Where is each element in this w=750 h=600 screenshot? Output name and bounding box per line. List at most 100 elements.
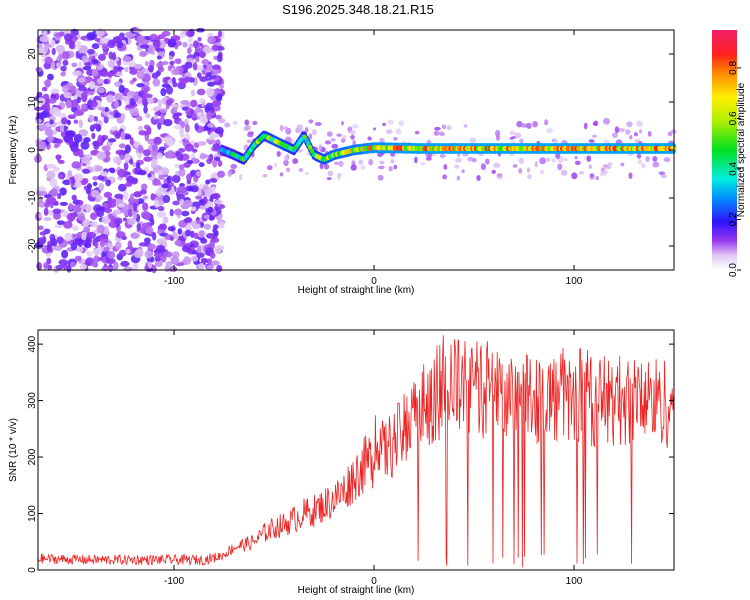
noise-cell (178, 148, 186, 153)
noise-cell (189, 109, 194, 115)
noise-cell (178, 164, 185, 170)
noise-cell (212, 80, 222, 86)
noise-cell (177, 228, 183, 235)
noise-cell (79, 263, 87, 270)
halo-cell (318, 144, 323, 151)
colorbar: 0.0 0.2 0.4 0.6 0.8 Normalized spectral ampl… (712, 30, 747, 277)
noise-cell (169, 208, 174, 217)
noise-cell (107, 138, 117, 143)
noise-cell (67, 169, 73, 177)
halo-cell (262, 174, 268, 178)
halo-cell (387, 119, 394, 125)
noise-cell (77, 212, 85, 221)
noise-cell (137, 144, 144, 154)
noise-cell (136, 83, 145, 88)
noise-cell (180, 121, 186, 129)
noise-cell (106, 114, 115, 120)
noise-cell (46, 73, 54, 81)
noise-cell (43, 207, 49, 216)
halo-cell (574, 160, 581, 166)
noise-cell (210, 260, 220, 266)
noise-cell (94, 37, 101, 42)
noise-cell (195, 171, 201, 177)
halo-cell (518, 157, 525, 164)
halo-cell (588, 139, 595, 143)
noise-cell (196, 72, 202, 79)
noise-cell (70, 85, 77, 94)
noise-cell (212, 159, 218, 168)
noise-cell (109, 168, 116, 174)
noise-cell (113, 65, 118, 75)
noise-cell (209, 251, 216, 259)
noise-cell (195, 65, 204, 72)
noise-cell (35, 140, 44, 149)
halo-cell (390, 159, 395, 164)
halo-cell (414, 156, 418, 164)
noise-cell (99, 240, 106, 248)
noise-cell (153, 136, 162, 145)
halo-cell (304, 171, 309, 176)
halo-cell (360, 165, 366, 170)
noise-cell (123, 266, 133, 272)
noise-cell (151, 72, 159, 79)
noise-cell (122, 191, 129, 201)
noise-cell (36, 112, 47, 118)
noise-cell (147, 173, 152, 178)
y-tick-label: 0 (27, 567, 38, 573)
noise-cell (174, 163, 181, 168)
noise-cell (155, 244, 166, 252)
noise-cell (36, 262, 43, 271)
noise-cell (88, 80, 96, 90)
noise-cell (71, 176, 76, 186)
halo-cell (279, 124, 284, 132)
noise-cell (115, 71, 123, 77)
x-tick-label: -100 (164, 276, 184, 287)
noise-cell (165, 85, 174, 95)
noise-cell (54, 224, 63, 229)
noise-cell (71, 161, 82, 169)
noise-cell (132, 77, 137, 82)
halo-cell (618, 128, 626, 133)
noise-cell (76, 40, 82, 50)
noise-cell (142, 202, 149, 211)
noise-cell (67, 114, 77, 120)
noise-cell (62, 179, 72, 186)
noise-cell (52, 208, 62, 215)
noise-cell (144, 250, 153, 259)
noise-cell (136, 115, 143, 122)
noise-cell (118, 249, 127, 257)
halo-cell (326, 177, 332, 181)
halo-cell (579, 171, 585, 175)
noise-cell (98, 182, 105, 192)
noise-cell (104, 106, 109, 112)
y-tick-label: 400 (27, 335, 38, 352)
noise-cell (129, 136, 134, 146)
spectrogram-cells (33, 27, 677, 274)
halo-cell (561, 169, 568, 176)
noise-cell (197, 188, 202, 197)
noise-cell (139, 50, 148, 57)
noise-cell (216, 264, 223, 273)
noise-cell (115, 241, 122, 250)
halo-cell (244, 125, 251, 131)
halo-cell (595, 176, 599, 181)
noise-cell (134, 63, 143, 70)
noise-cell (158, 146, 167, 151)
noise-cell (68, 40, 75, 49)
noise-cell (93, 141, 100, 150)
noise-cell (156, 55, 162, 60)
noise-cell (206, 139, 217, 144)
noise-cell (71, 62, 78, 68)
noise-cell (36, 153, 41, 163)
noise-cell (158, 99, 163, 108)
noise-cell (49, 119, 54, 125)
noise-cell (206, 111, 213, 121)
noise-cell (73, 134, 83, 143)
halo-cell (586, 155, 592, 163)
noise-cell (211, 44, 219, 51)
noise-cell (170, 256, 180, 265)
noise-cell (151, 144, 158, 152)
noise-cell (170, 104, 179, 109)
noise-cell (183, 256, 192, 265)
noise-cell (145, 113, 151, 119)
